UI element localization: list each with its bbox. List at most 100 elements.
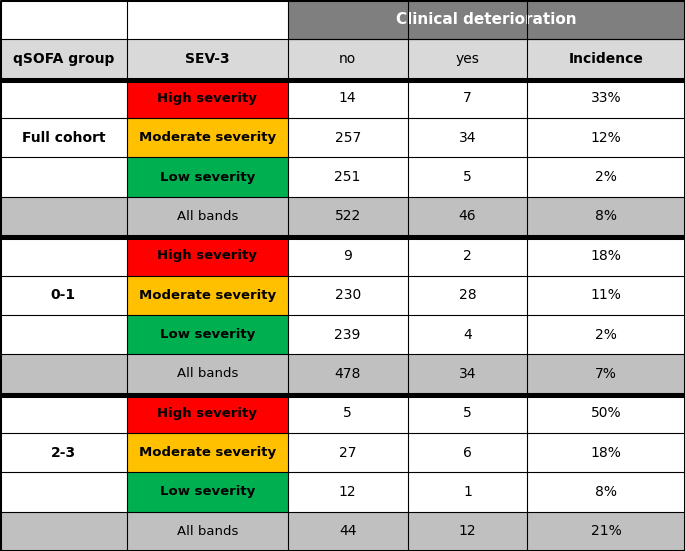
Text: 251: 251 <box>334 170 361 184</box>
Text: 27: 27 <box>339 446 356 460</box>
Bar <box>127 393 288 433</box>
Bar <box>288 118 408 158</box>
Bar <box>127 158 288 197</box>
Bar <box>408 315 527 354</box>
Bar <box>127 79 288 118</box>
Text: High severity: High severity <box>158 407 257 420</box>
Text: Low severity: Low severity <box>160 485 255 499</box>
Bar <box>127 39 288 79</box>
Text: 18%: 18% <box>590 249 622 263</box>
Bar <box>408 236 527 276</box>
Text: 478: 478 <box>334 367 361 381</box>
Text: 21%: 21% <box>591 525 621 538</box>
Bar <box>0 197 127 236</box>
Bar <box>127 433 288 472</box>
Text: 5: 5 <box>463 170 472 184</box>
Bar <box>0 354 127 393</box>
Text: Full cohort: Full cohort <box>21 131 105 145</box>
Text: All bands: All bands <box>177 210 238 223</box>
Bar <box>408 276 527 315</box>
Bar <box>0 393 127 433</box>
Bar <box>527 393 685 433</box>
Text: High severity: High severity <box>158 249 257 262</box>
Text: 2%: 2% <box>595 327 617 342</box>
Text: 46: 46 <box>459 209 476 224</box>
Bar <box>127 118 288 158</box>
Bar <box>408 393 527 433</box>
Text: 2: 2 <box>463 249 472 263</box>
Text: 34: 34 <box>459 131 476 145</box>
Bar <box>408 79 527 118</box>
Text: 230: 230 <box>334 288 361 302</box>
Text: Low severity: Low severity <box>160 171 255 183</box>
Bar <box>288 79 408 118</box>
Text: 50%: 50% <box>591 406 621 420</box>
Bar <box>127 276 288 315</box>
Bar <box>288 0 685 39</box>
Bar <box>0 39 127 79</box>
Text: yes: yes <box>456 52 480 66</box>
Bar <box>527 354 685 393</box>
Text: SEV-3: SEV-3 <box>185 52 229 66</box>
Text: 12: 12 <box>339 485 356 499</box>
Bar <box>288 236 408 276</box>
Bar <box>527 236 685 276</box>
Text: 9: 9 <box>343 249 352 263</box>
Bar <box>527 512 685 551</box>
Text: qSOFA group: qSOFA group <box>13 52 114 66</box>
Bar <box>288 433 408 472</box>
Bar <box>288 158 408 197</box>
Text: no: no <box>339 52 356 66</box>
Text: 11%: 11% <box>590 288 622 302</box>
Bar <box>127 472 288 512</box>
Text: Low severity: Low severity <box>160 328 255 341</box>
Bar <box>408 39 527 79</box>
Bar <box>127 354 288 393</box>
Text: Moderate severity: Moderate severity <box>138 446 276 459</box>
Bar <box>527 472 685 512</box>
Text: Clinical deterioration: Clinical deterioration <box>396 12 577 27</box>
Bar <box>527 315 685 354</box>
Text: High severity: High severity <box>158 92 257 105</box>
Text: 33%: 33% <box>591 91 621 105</box>
Bar <box>527 276 685 315</box>
Bar <box>0 79 127 118</box>
Text: 5: 5 <box>463 406 472 420</box>
Text: 7: 7 <box>463 91 472 105</box>
Bar <box>288 512 408 551</box>
Text: 2%: 2% <box>595 170 617 184</box>
Text: Moderate severity: Moderate severity <box>138 289 276 302</box>
Bar <box>408 354 527 393</box>
Bar <box>527 433 685 472</box>
Text: 257: 257 <box>334 131 361 145</box>
Bar <box>288 354 408 393</box>
Bar <box>288 393 408 433</box>
Text: 522: 522 <box>334 209 361 224</box>
Text: 1: 1 <box>463 485 472 499</box>
Bar <box>0 472 127 512</box>
Text: 18%: 18% <box>590 446 622 460</box>
Bar <box>288 315 408 354</box>
Text: Moderate severity: Moderate severity <box>138 131 276 144</box>
Bar <box>408 512 527 551</box>
Bar <box>408 472 527 512</box>
Text: 44: 44 <box>339 525 356 538</box>
Text: 5: 5 <box>343 406 352 420</box>
Text: 34: 34 <box>459 367 476 381</box>
Text: All bands: All bands <box>177 368 238 380</box>
Text: 12%: 12% <box>591 131 621 145</box>
Bar <box>527 79 685 118</box>
Bar <box>527 39 685 79</box>
Bar <box>288 39 408 79</box>
Text: 2-3: 2-3 <box>51 446 76 460</box>
Bar <box>408 118 527 158</box>
Bar <box>0 276 127 315</box>
Bar <box>0 433 127 472</box>
Bar <box>0 0 288 39</box>
Text: All bands: All bands <box>177 525 238 538</box>
Text: 4: 4 <box>463 327 472 342</box>
Bar <box>408 158 527 197</box>
Text: 7%: 7% <box>595 367 617 381</box>
Bar <box>127 236 288 276</box>
Bar <box>0 236 127 276</box>
